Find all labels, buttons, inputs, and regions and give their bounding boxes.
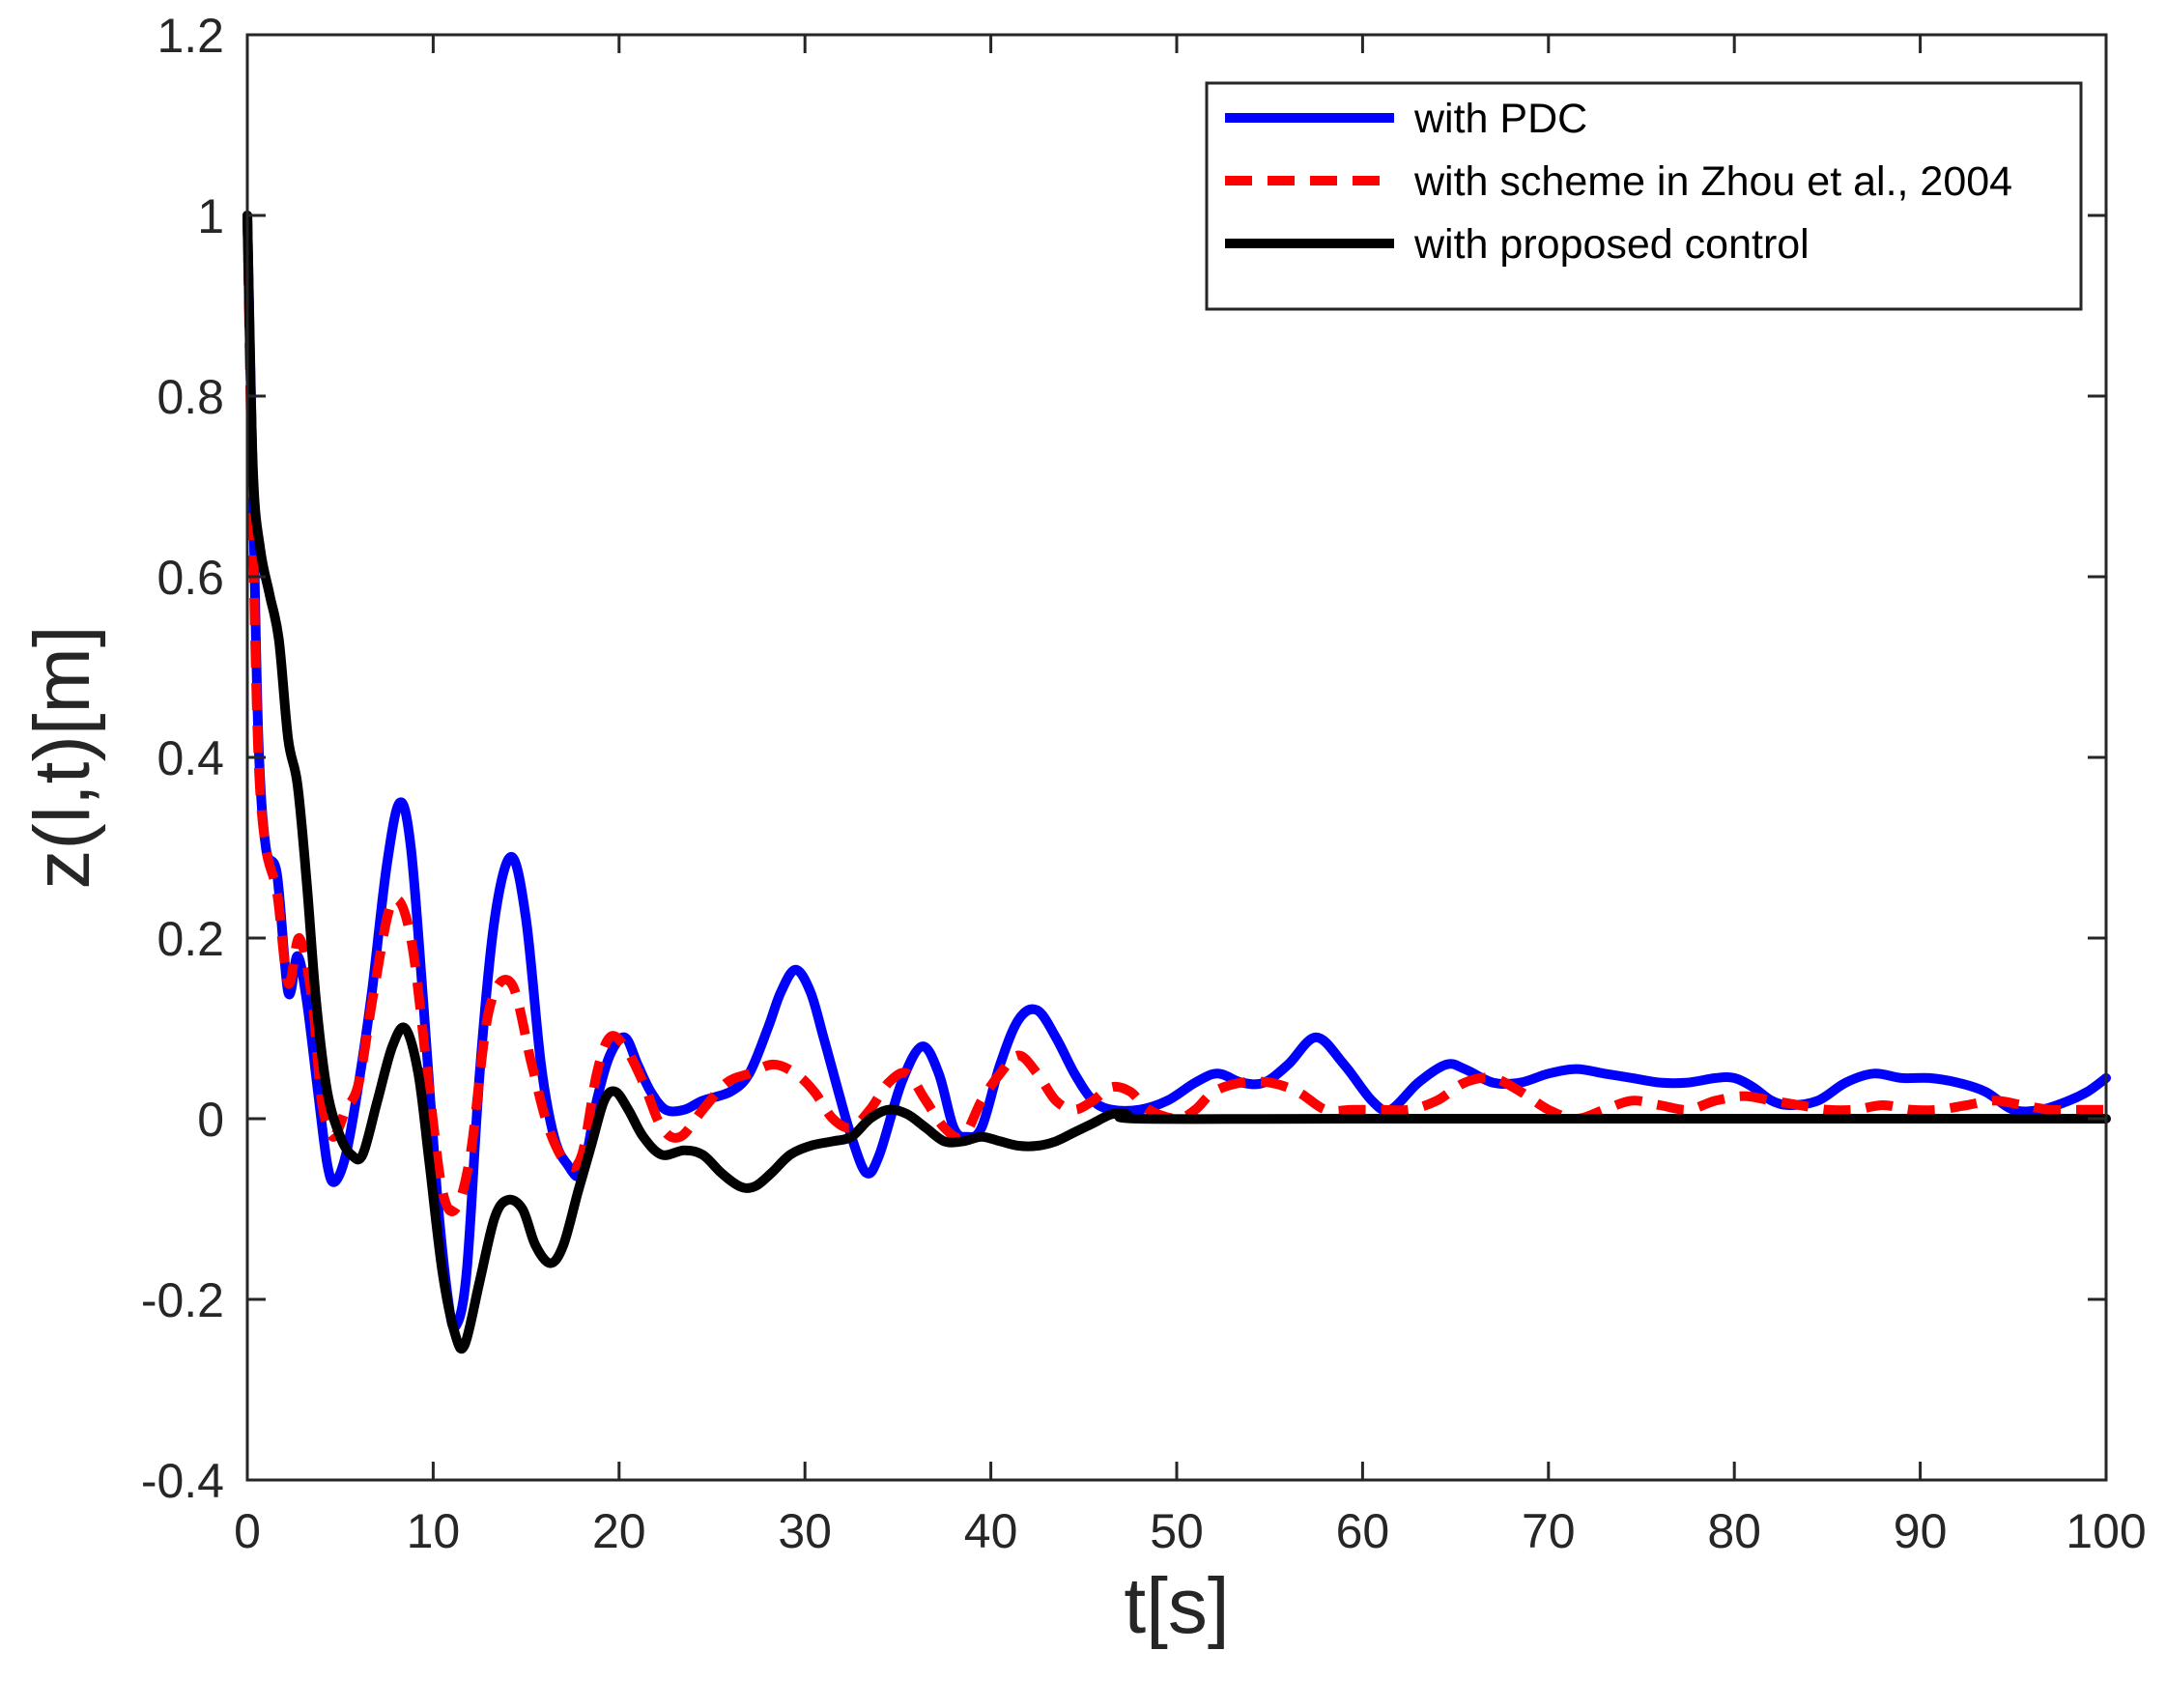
- y-tick-label: -0.4: [141, 1454, 224, 1508]
- y-tick-label: 0: [197, 1093, 224, 1147]
- y-tick-label: 0.4: [157, 731, 224, 785]
- x-tick-label: 100: [2066, 1504, 2146, 1558]
- y-tick-label: 1: [197, 189, 224, 243]
- legend: with PDC with scheme in Zhou et al., 200…: [1205, 81, 2083, 311]
- legend-label-proposed-control: with proposed control: [1413, 221, 1810, 268]
- y-tick-label: 0.8: [157, 370, 224, 424]
- legend-label-with-pdc: with PDC: [1413, 96, 1587, 142]
- x-axis-label: t[s]: [1124, 1562, 1229, 1650]
- x-tick-label: 20: [592, 1504, 646, 1558]
- series-layer: [242, 211, 2111, 1354]
- series-line-1: [242, 214, 2106, 1216]
- x-tick-label: 0: [234, 1504, 261, 1558]
- x-tick-label: 30: [778, 1504, 832, 1558]
- y-axis-label: z(l,t)[m]: [18, 625, 106, 889]
- x-tick-label: 60: [1336, 1504, 1390, 1558]
- y-tick-label: 1.2: [157, 9, 224, 63]
- x-tick-label: 10: [407, 1504, 461, 1558]
- legend-label-zhou: with scheme in Zhou et al., 2004: [1413, 158, 2012, 205]
- x-tick-label: 90: [1894, 1504, 1948, 1558]
- x-tick-label: 80: [1707, 1504, 1761, 1558]
- y-tick-label: 0.6: [157, 551, 224, 605]
- series-line-2: [242, 211, 2111, 1354]
- x-tick-label: 50: [1150, 1504, 1204, 1558]
- axes-box: [245, 33, 2108, 1482]
- y-tick-label: -0.2: [141, 1273, 224, 1327]
- y-tick-label: 0.2: [157, 912, 224, 966]
- x-tick-label: 70: [1522, 1504, 1576, 1558]
- series-line-0: [242, 211, 2111, 1333]
- x-tick-label: 40: [964, 1504, 1018, 1558]
- tick-labels: 0 10 20 30 40 50 60 70 80 90 100 -0.4 -0.2 0 0.2 0.4 0.6…: [141, 9, 2147, 1558]
- axis-ticks: [245, 33, 2108, 1482]
